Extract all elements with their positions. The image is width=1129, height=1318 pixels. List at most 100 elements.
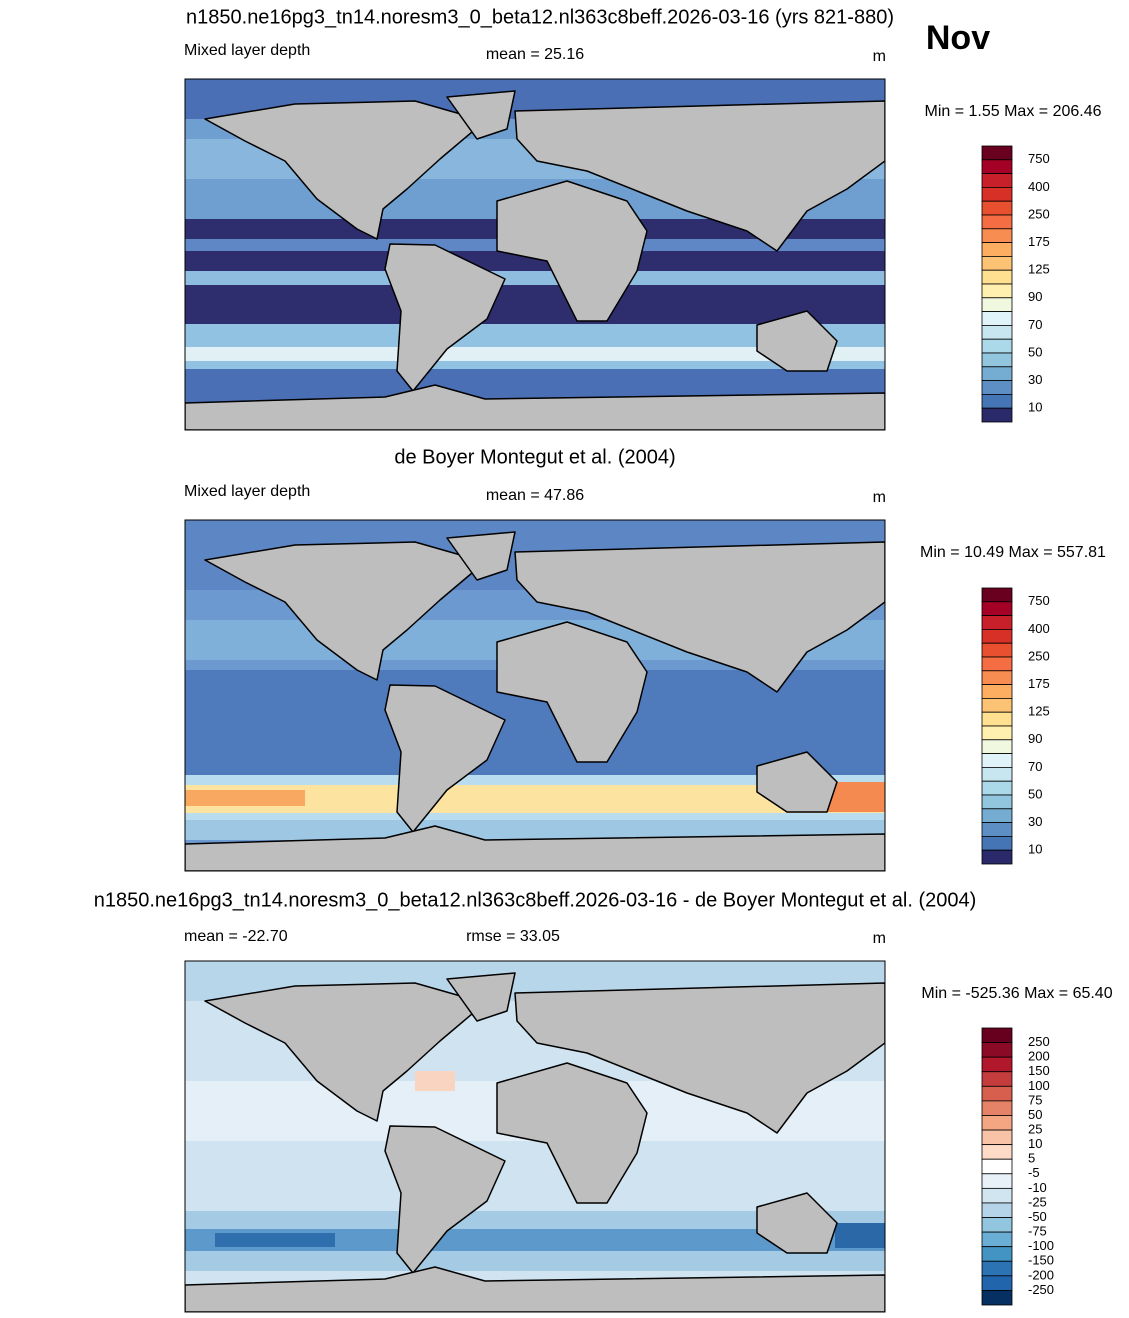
colorbar-box <box>981 794 1013 810</box>
panel-obs: de Boyer Montegut et al. (2004) Mixed la… <box>184 446 1106 872</box>
minmax-label: Min = 1.55 Max = 206.46 <box>925 103 1102 120</box>
colorbar-box <box>981 1187 1013 1204</box>
colorbar-label: 10 <box>1028 400 1042 415</box>
colorbar-box <box>981 283 1013 299</box>
left-label: mean = -22.70 <box>184 928 288 945</box>
colorbar-label: 30 <box>1028 814 1042 829</box>
colorbar-box <box>981 753 1013 768</box>
colorbar-label: 175 <box>1028 234 1050 249</box>
colorbar-box <box>981 1290 1013 1306</box>
colorbar-box <box>981 214 1013 230</box>
colorbar-box <box>981 145 1013 161</box>
colorbar-label: 50 <box>1028 786 1042 801</box>
colorbar-label: 50 <box>1028 1107 1042 1122</box>
colorbar-box <box>981 269 1013 285</box>
panel-title: n1850.ne16pg3_tn14.noresm3_0_beta12.nl36… <box>94 889 977 911</box>
colorbar-label: 125 <box>1028 262 1050 277</box>
colorbar-box <box>981 1173 1013 1189</box>
colorbar-box <box>981 366 1013 381</box>
colorbar-label: 250 <box>1028 1034 1050 1049</box>
colorbar-box <box>981 1056 1013 1073</box>
map <box>185 79 885 430</box>
colorbar-label: 400 <box>1028 621 1050 636</box>
colorbar-label: 400 <box>1028 179 1050 194</box>
colorbar-box <box>981 642 1013 658</box>
colorbar-box <box>981 393 1013 409</box>
colorbar-label: 50 <box>1028 344 1042 359</box>
colorbar-box <box>981 159 1013 175</box>
colorbar-label: -250 <box>1028 1282 1054 1297</box>
colorbar-label: 25 <box>1028 1121 1042 1136</box>
panel-title: de Boyer Montegut et al. (2004) <box>394 446 675 468</box>
colorbar-box <box>981 242 1013 257</box>
units-label: m <box>873 48 886 65</box>
colorbar-box <box>981 615 1013 630</box>
colorbar-label: 5 <box>1028 1151 1035 1166</box>
colorbar-label: 250 <box>1028 206 1050 221</box>
colorbar-box <box>981 1115 1013 1131</box>
colorbar-label: -150 <box>1028 1253 1054 1268</box>
month-label: Nov <box>926 19 990 57</box>
colorbar-box <box>981 186 1013 202</box>
panel-model: n1850.ne16pg3_tn14.noresm3_0_beta12.nl36… <box>184 6 1102 431</box>
colorbar-label: 90 <box>1028 731 1042 746</box>
colorbar-box <box>981 352 1013 368</box>
colorbar-label: 750 <box>1028 151 1050 166</box>
colorbar-box <box>981 601 1013 617</box>
panel-diff: n1850.ne16pg3_tn14.noresm3_0_beta12.nl36… <box>94 889 1113 1313</box>
colorbar-box <box>981 173 1013 188</box>
colorbar-box <box>981 1129 1013 1146</box>
colorbar-label: 30 <box>1028 372 1042 387</box>
map-frame <box>184 960 886 1313</box>
colorbar-box <box>981 766 1013 782</box>
colorbar-label: 125 <box>1028 704 1050 719</box>
colorbar-label: -5 <box>1028 1165 1040 1180</box>
map-frame <box>184 78 886 431</box>
colorbar-box <box>981 587 1013 603</box>
map <box>185 961 885 1312</box>
colorbar: 750 400 250 175 125 90 70 50 30 10 <box>981 145 1050 423</box>
colorbar-label: 70 <box>1028 317 1042 332</box>
colorbar-box <box>981 228 1013 244</box>
minmax-label: Min = -525.36 Max = 65.40 <box>921 985 1112 1002</box>
map <box>185 520 885 871</box>
colorbar: 750 400 250 175 125 90 70 50 30 10 <box>981 587 1050 865</box>
colorbar-box <box>981 656 1013 672</box>
colorbar-box <box>981 849 1013 865</box>
colorbar-box <box>981 1202 1013 1218</box>
colorbar-box <box>981 835 1013 851</box>
colorbar-box <box>981 297 1013 312</box>
colorbar-label: 200 <box>1028 1049 1050 1064</box>
units-label: m <box>873 930 886 947</box>
panel-title: n1850.ne16pg3_tn14.noresm3_0_beta12.nl36… <box>186 6 894 28</box>
colorbar-label: 175 <box>1028 676 1050 691</box>
left-label: Mixed layer depth <box>184 42 310 59</box>
colorbar-box <box>981 739 1013 754</box>
colorbar-box <box>981 1246 1013 1262</box>
colorbar-box <box>981 1027 1013 1043</box>
colorbar-label: 75 <box>1028 1092 1042 1107</box>
colorbar-label: -10 <box>1028 1180 1047 1195</box>
colorbar-box <box>981 338 1013 354</box>
colorbar-box <box>981 200 1013 216</box>
colorbar-box <box>981 780 1013 796</box>
colorbar-label: 70 <box>1028 759 1042 774</box>
colorbar-box <box>981 808 1013 823</box>
colorbar-label: -200 <box>1028 1267 1054 1282</box>
colorbar-label: -25 <box>1028 1194 1047 1209</box>
colorbar-label: 150 <box>1028 1063 1050 1078</box>
minmax-label: Min = 10.49 Max = 557.81 <box>920 544 1106 561</box>
colorbar-box <box>981 324 1013 340</box>
colorbar-box <box>981 1260 1013 1277</box>
colorbar-label: 10 <box>1028 842 1042 857</box>
colorbar-box <box>981 628 1013 644</box>
colorbar-label: 250 <box>1028 648 1050 663</box>
center-label: mean = 47.86 <box>486 487 584 504</box>
colorbar-label: 100 <box>1028 1078 1050 1093</box>
map-frame <box>184 519 886 872</box>
colorbar-box <box>981 1275 1013 1291</box>
colorbar-box <box>981 1085 1013 1102</box>
colorbar-box <box>981 725 1013 741</box>
units-label: m <box>873 489 886 506</box>
